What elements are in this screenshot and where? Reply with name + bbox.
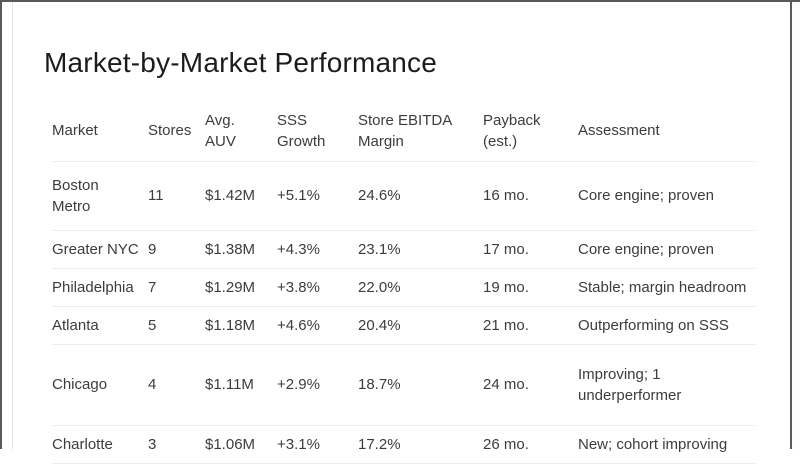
cell-ebitda-margin: 23.1% (358, 230, 483, 269)
table-row: Charlotte 3 $1.06M +3.1% 17.2% 26 mo. Ne… (52, 425, 755, 464)
cell-payback: 17 mo. (483, 230, 578, 269)
cell-market: Chicago (52, 344, 148, 426)
cell-avg-auv: $1.29M (205, 268, 277, 307)
col-header-stores: Stores (148, 104, 205, 162)
cell-avg-auv: $1.38M (205, 230, 277, 269)
cell-stores: 5 (148, 306, 205, 345)
cell-assessment: Core engine; proven (578, 230, 755, 269)
slide-title: Market-by-Market Performance (44, 46, 438, 78)
cell-stores: 4 (148, 344, 205, 426)
cell-ebitda-margin: 17.2% (358, 425, 483, 464)
frame-left-edge (0, 0, 2, 449)
col-header-assessment: Assessment (578, 104, 755, 162)
cell-payback: 21 mo. (483, 306, 578, 345)
table-row: Philadelphia 7 $1.29M +3.8% 22.0% 19 mo.… (52, 268, 755, 307)
cell-assessment: New; cohort improving (578, 425, 755, 464)
cell-stores: 3 (148, 425, 205, 464)
cell-market: Boston Metro (52, 161, 148, 231)
cell-stores: 9 (148, 230, 205, 269)
cell-avg-auv: $1.06M (205, 425, 277, 464)
cell-avg-auv: $1.18M (205, 306, 277, 345)
cell-stores: 7 (148, 268, 205, 307)
col-header-market: Market (52, 104, 148, 162)
cell-market: Philadelphia (52, 268, 148, 307)
cell-market: Charlotte (52, 425, 148, 464)
cell-ebitda-margin: 18.7% (358, 344, 483, 426)
cell-payback: 24 mo. (483, 344, 578, 426)
cell-sss-growth: +5.1% (277, 161, 358, 231)
cell-avg-auv: $1.11M (205, 344, 277, 426)
cell-market: Atlanta (52, 306, 148, 345)
col-header-sss-growth: SSS Growth (277, 104, 358, 162)
frame-right-edge (790, 0, 792, 449)
col-header-avg-auv: Avg. AUV (205, 104, 277, 162)
cell-ebitda-margin: 20.4% (358, 306, 483, 345)
market-performance-table: Market Stores Avg. AUV SSS Growth Store … (52, 104, 755, 464)
cell-market: Greater NYC (52, 230, 148, 269)
cell-sss-growth: +2.9% (277, 344, 358, 426)
table-row: Chicago 4 $1.11M +2.9% 18.7% 24 mo. Impr… (52, 344, 755, 426)
col-header-payback: Payback (est.) (483, 104, 578, 162)
right-margin (792, 0, 800, 449)
table-row: Greater NYC 9 $1.38M +4.3% 23.1% 17 mo. … (52, 230, 755, 269)
cell-assessment: Improving; 1 underperformer (578, 344, 755, 426)
cell-stores: 11 (148, 161, 205, 231)
table-header-row: Market Stores Avg. AUV SSS Growth Store … (52, 104, 755, 162)
frame-top-edge (0, 0, 800, 2)
cell-sss-growth: +4.3% (277, 230, 358, 269)
cell-payback: 26 mo. (483, 425, 578, 464)
cell-payback: 16 mo. (483, 161, 578, 231)
cell-payback: 19 mo. (483, 268, 578, 307)
col-header-ebitda-margin: Store EBITDA Margin (358, 104, 483, 162)
cell-sss-growth: +4.6% (277, 306, 358, 345)
cell-assessment: Outperforming on SSS (578, 306, 755, 345)
cell-ebitda-margin: 24.6% (358, 161, 483, 231)
table-row: Boston Metro 11 $1.42M +5.1% 24.6% 16 mo… (52, 161, 755, 231)
cell-sss-growth: +3.8% (277, 268, 358, 307)
table-row: Atlanta 5 $1.18M +4.6% 20.4% 21 mo. Outp… (52, 306, 755, 345)
cell-assessment: Stable; margin headroom (578, 268, 755, 307)
cell-sss-growth: +3.1% (277, 425, 358, 464)
slide-left-hairline (12, 2, 13, 449)
cell-avg-auv: $1.42M (205, 161, 277, 231)
cell-assessment: Core engine; proven (578, 161, 755, 231)
cell-ebitda-margin: 22.0% (358, 268, 483, 307)
slide-canvas: Market-by-Market Performance Market Stor… (44, 46, 755, 464)
